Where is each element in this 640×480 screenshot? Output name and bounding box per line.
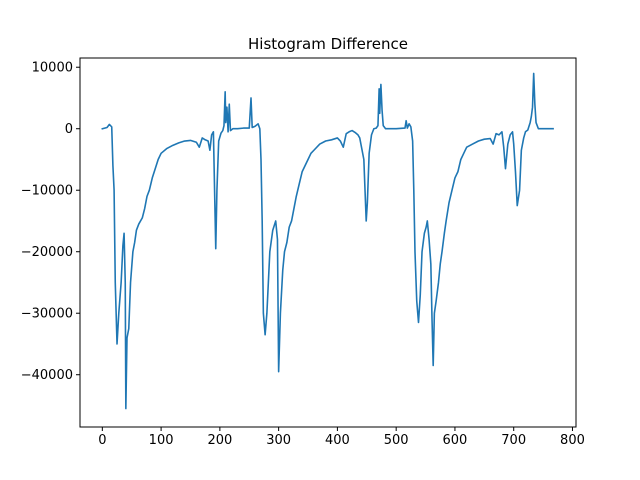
x-tick-label: 800 [560,433,585,448]
chart-title: Histogram Difference [248,35,408,53]
y-tick-label: −10000 [21,184,73,199]
x-tick-label: 400 [325,433,350,448]
plot-area: 0 100 200 300 400 500 600 700 800 10000 0 −10000 −20… [21,57,585,448]
x-tick-label: 700 [501,433,526,448]
y-tick-label: −40000 [21,368,73,383]
x-tick-label: 500 [384,433,409,448]
y-tick-label: 10000 [32,61,73,76]
data-series-line-0 [101,72,554,410]
y-tick-label: −20000 [21,245,73,260]
axes-frame [79,57,577,428]
x-tick-label: 100 [149,433,174,448]
y-tick-label: 0 [65,122,73,137]
x-tick-label: 300 [266,433,291,448]
x-tick-label: 600 [443,433,468,448]
y-tick-label: −30000 [21,307,73,322]
x-tick-label: 200 [207,433,232,448]
x-tick-label: 0 [98,433,106,448]
